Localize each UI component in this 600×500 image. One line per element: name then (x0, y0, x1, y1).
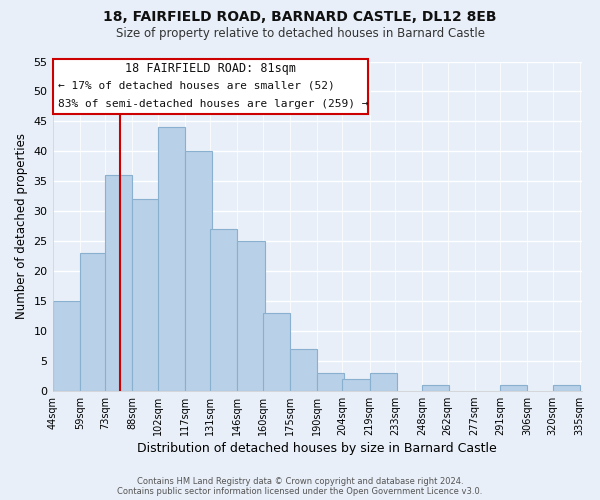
Text: 18 FAIRFIELD ROAD: 81sqm: 18 FAIRFIELD ROAD: 81sqm (125, 62, 296, 75)
FancyBboxPatch shape (53, 58, 368, 114)
Bar (422, 384, 449, 390)
Bar (238, 241, 265, 390)
Bar (158, 128, 185, 390)
Bar (185, 152, 212, 390)
Bar (263, 313, 290, 390)
Text: Contains HM Land Registry data © Crown copyright and database right 2024.: Contains HM Land Registry data © Crown c… (137, 477, 463, 486)
Text: Size of property relative to detached houses in Barnard Castle: Size of property relative to detached ho… (115, 28, 485, 40)
Bar (343, 378, 370, 390)
Bar (500, 384, 527, 390)
Bar (80, 253, 107, 390)
Text: 18, FAIRFIELD ROAD, BARNARD CASTLE, DL12 8EB: 18, FAIRFIELD ROAD, BARNARD CASTLE, DL12… (103, 10, 497, 24)
Bar (317, 372, 344, 390)
Text: Contains public sector information licensed under the Open Government Licence v3: Contains public sector information licen… (118, 487, 482, 496)
Bar (105, 175, 132, 390)
Bar (290, 349, 317, 391)
Text: 83% of semi-detached houses are larger (259) →: 83% of semi-detached houses are larger (… (58, 99, 368, 109)
Bar (210, 229, 238, 390)
X-axis label: Distribution of detached houses by size in Barnard Castle: Distribution of detached houses by size … (137, 442, 497, 455)
Y-axis label: Number of detached properties: Number of detached properties (15, 133, 28, 319)
Bar (553, 384, 580, 390)
Text: ← 17% of detached houses are smaller (52): ← 17% of detached houses are smaller (52… (58, 80, 335, 90)
Bar (370, 372, 397, 390)
Bar (132, 199, 160, 390)
Bar (53, 301, 80, 390)
